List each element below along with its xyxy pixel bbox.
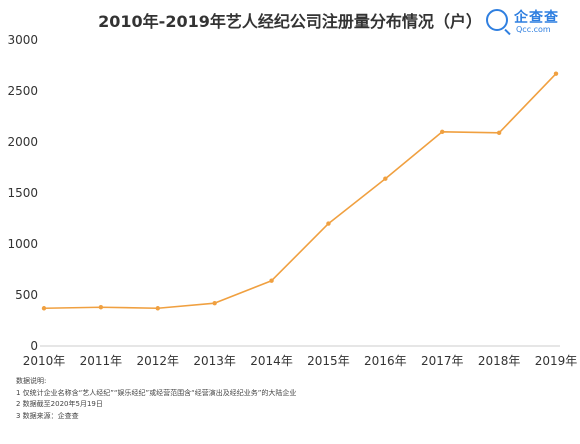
data-point — [553, 71, 559, 76]
data-point — [496, 130, 502, 136]
x-tick-label: 2019年 — [535, 354, 578, 368]
y-tick-label: 2000 — [7, 135, 38, 149]
data-point — [41, 306, 47, 311]
y-tick-label: 0 — [30, 339, 38, 353]
data-point — [98, 305, 104, 310]
line-chart: 0 500 1000 1500 2000 2500 3000 2010年 2011年 2012年 2… — [7, 33, 578, 368]
magnifier-icon — [486, 9, 508, 31]
chart-title: 2010年-2019年艺人经纪公司注册量分布情况（户） — [98, 12, 482, 31]
data-point — [383, 176, 388, 181]
x-tick-label: 2018年 — [478, 354, 521, 368]
y-tick-label: 1000 — [7, 237, 38, 251]
x-tick-label: 2014年 — [250, 354, 293, 368]
x-tick-label: 2017年 — [421, 354, 464, 368]
y-tick-label: 3000 — [7, 33, 38, 47]
notes-heading: 数据说明: — [16, 377, 47, 385]
y-tick-label: 500 — [15, 288, 38, 302]
y-tick-label: 1500 — [7, 186, 38, 200]
brand-domain: Qcc.com — [516, 25, 551, 34]
brand-logo: 企查查 Qcc.com — [486, 7, 576, 37]
data-point — [269, 278, 274, 283]
x-tick-label: 2010年 — [23, 354, 66, 368]
x-tick-label: 2015年 — [307, 354, 350, 368]
data-notes: 数据说明: 1 仅统计企业名称含“艺人经纪”“娱乐经纪”或经营范围含“经营演出及… — [16, 376, 296, 422]
x-tick-label: 2012年 — [137, 354, 180, 368]
series-line — [43, 73, 557, 310]
notes-line: 2 数据截至2020年5月19日 — [16, 400, 103, 408]
x-tick-label: 2013年 — [193, 354, 236, 368]
data-point — [326, 221, 331, 226]
notes-line: 3 数据来源：企查查 — [16, 411, 79, 420]
notes-line: 1 仅统计企业名称含“艺人经纪”“娱乐经纪”或经营范围含“经营演出及经纪业务”的… — [16, 388, 297, 397]
x-tick-label: 2016年 — [364, 354, 407, 368]
data-point — [440, 129, 445, 134]
x-tick-label: 2011年 — [80, 354, 123, 368]
data-point — [212, 300, 217, 306]
brand-name: 企查查 — [514, 10, 559, 26]
data-point — [155, 306, 160, 311]
y-tick-label: 2500 — [7, 84, 38, 98]
